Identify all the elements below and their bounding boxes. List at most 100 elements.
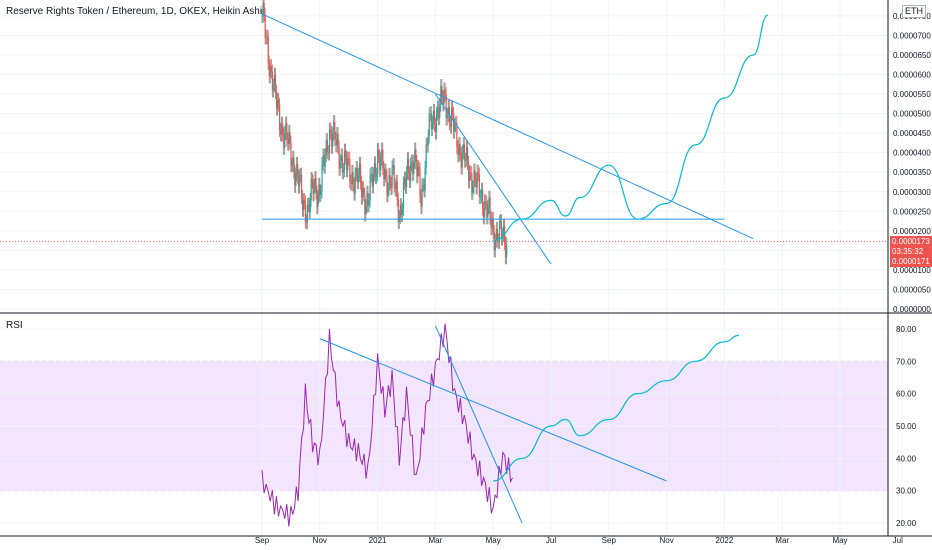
candle-body [387,189,389,196]
candle-body [498,221,501,242]
candle-body [332,133,334,147]
candle-body [487,206,489,218]
price-tick-label: 0.0000650 [893,51,931,60]
candle-body [294,172,296,186]
candle-body [486,202,488,218]
candle-body [432,111,435,123]
candle-body [311,179,313,182]
candle-body [444,89,446,95]
price-tick-label: 0.0000300 [893,188,931,197]
candle-body [479,196,482,198]
candle-body [333,122,335,134]
candle-body [296,163,298,175]
candle-body [276,99,279,109]
candle-body [318,184,320,197]
candle-body [468,163,470,182]
candle-body [300,174,303,198]
candle-body [481,189,484,209]
candle-body [317,196,319,208]
candle-body [342,169,345,173]
candle-body [416,162,418,177]
rsi-trendline-steep[interactable] [434,325,523,524]
candle-body [287,139,289,144]
price-tick-label: 0.0000400 [893,149,931,158]
candle-body [269,66,271,77]
candle-body [464,159,467,161]
candle-body [409,173,411,181]
x-tick-label: Sep [255,536,270,545]
price-tick-label: 0.0000000 [893,305,931,314]
candle-body [381,149,383,159]
candle-body [372,174,375,187]
currency-badge[interactable]: ETH [902,5,926,18]
candle-body [273,74,276,86]
candle-body [326,140,328,153]
rsi-pane-title: RSI [6,320,23,331]
candle-body [370,173,372,176]
candle-body [271,71,274,91]
candle-body [503,226,505,236]
candle-body [382,149,384,168]
candle-body [286,123,288,140]
trendline-steep[interactable] [434,93,552,265]
candle-body [442,97,444,105]
candle-body [303,200,306,203]
price-tick-label: 0.0000500 [893,110,931,119]
candle-body [308,204,310,212]
candle-body [367,192,369,206]
candle-body [274,74,277,92]
candle-body [323,155,325,167]
candle-body [461,152,463,168]
candle-body [471,173,473,193]
candle-body [291,164,293,166]
candle-body [334,122,336,139]
x-tick-label: 2021 [369,536,387,545]
candle-body [379,156,381,170]
candle-body [396,181,398,200]
candle-body [429,113,431,115]
candle-body [456,122,458,148]
candle-body [366,192,368,207]
candle-body [452,108,454,114]
candle-body [397,199,399,222]
candle-body [406,172,408,187]
candle-body [413,161,415,174]
candle-body [289,131,291,143]
candle-body [492,219,494,233]
trendline-descending[interactable] [261,13,754,240]
candle-body [433,111,436,125]
x-tick-label: Nov [313,536,327,545]
candle-body [490,217,492,229]
price-tick-label: 0.0000200 [893,227,931,236]
x-tick-label: May [486,536,501,545]
candle-body [266,36,268,38]
price-projection-path[interactable] [493,14,769,242]
candle-body [351,172,353,184]
candle-body [315,178,317,193]
rsi-trendline-descending[interactable] [319,338,667,482]
candle-body [453,113,455,132]
candle-body [344,150,347,158]
candle-body [288,131,290,144]
candle-body [349,158,351,182]
candle-body [261,15,263,17]
candle-body [380,158,382,170]
candle-body [355,168,357,175]
candle-body [283,134,285,148]
candle-body [336,134,338,146]
candle-body [445,94,447,119]
candle-body [313,185,315,195]
candle-body [305,221,308,223]
candle-body [299,175,301,187]
candle-body [361,182,363,198]
candle-body [378,150,380,157]
candle-body [330,129,332,133]
candle-body [290,142,292,166]
candle-body [310,179,312,201]
candle-body [457,147,459,156]
candle-body [384,170,386,180]
rsi-projection-path[interactable] [493,334,739,482]
candle-body [418,167,420,170]
